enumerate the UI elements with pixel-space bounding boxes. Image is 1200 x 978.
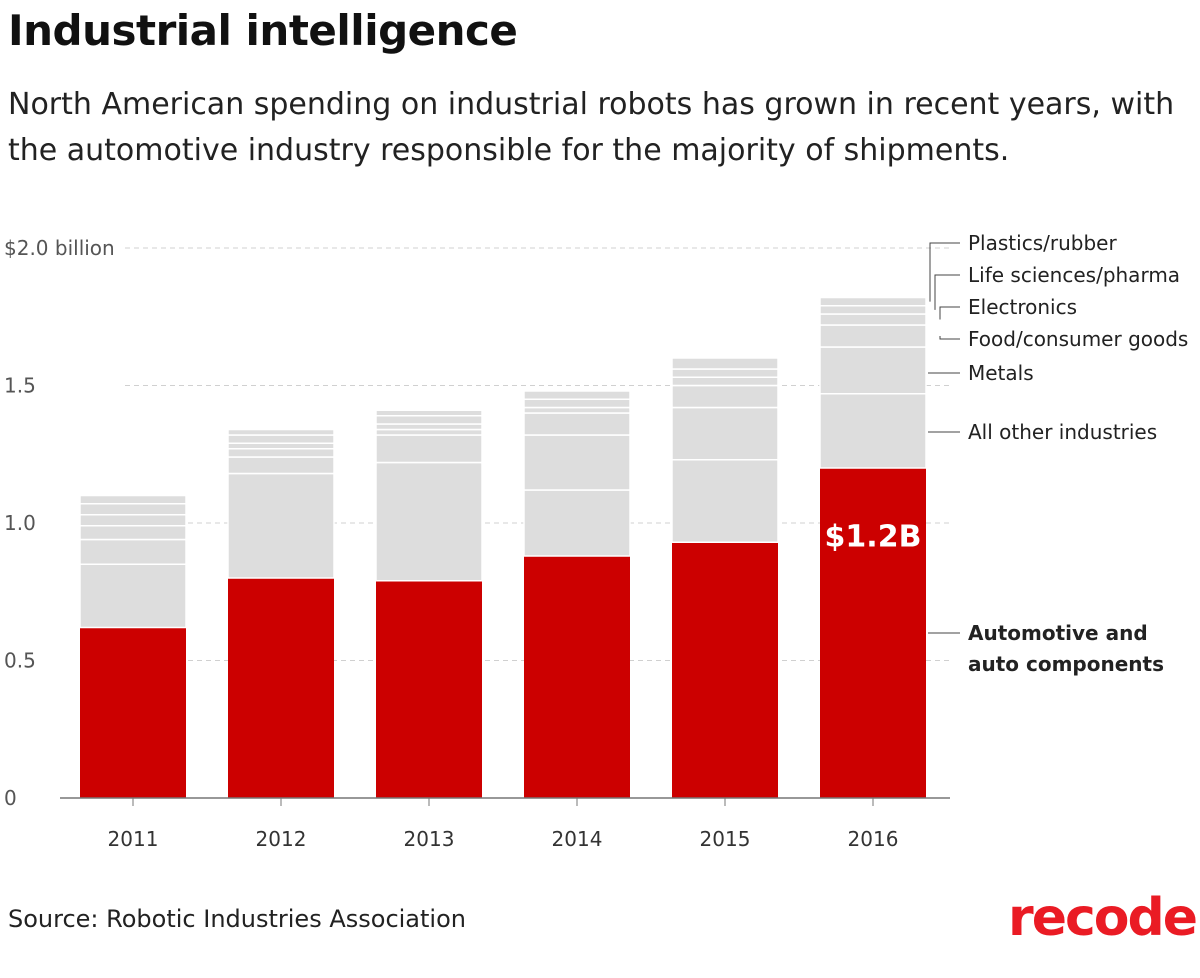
stacked-bar-chart: 0 0.5 1.0 1.5 $2.0 billion 2011 2012 2013 2014 20… (4, 231, 1188, 851)
bar-segment (819, 324, 927, 348)
legend-label: Life sciences/pharma (968, 263, 1180, 287)
legend-leader-line (939, 306, 960, 320)
bar-segment (524, 556, 630, 798)
legend-leader-line (929, 242, 960, 302)
bar-segment (671, 357, 779, 370)
bar-segment (80, 627, 186, 798)
bar-segment (227, 472, 335, 579)
bar-segment (227, 428, 335, 436)
bar-segment (672, 542, 778, 798)
chart-title: Industrial intelligence (8, 6, 518, 55)
bar-segment (819, 305, 927, 315)
bar-segment (375, 415, 483, 425)
bar-segment (227, 434, 335, 444)
legend-leader-line (939, 336, 960, 340)
bar-segment (227, 456, 335, 475)
bar-segment (375, 461, 483, 582)
x-tick-label: 2016 (848, 827, 899, 851)
legend-label: Food/consumer goods (968, 327, 1188, 351)
y-tick-label: 1.5 (4, 374, 36, 398)
bar-segment (79, 538, 187, 565)
bar-segment (523, 398, 631, 409)
bar-segment (227, 448, 335, 458)
y-tick-label: $2.0 billion (4, 236, 115, 260)
legend-label: Electronics (968, 295, 1077, 319)
bar-segment (819, 313, 927, 326)
bar-segment (375, 428, 483, 436)
bar-segment (79, 525, 187, 541)
recode-logo: recode (1008, 888, 1198, 948)
legend-leader-line (934, 274, 960, 310)
bar-segment (375, 409, 483, 417)
bar-segment (228, 578, 334, 798)
x-tick-label: 2015 (700, 827, 751, 851)
bar-segment (79, 514, 187, 527)
bar-segment (671, 376, 779, 387)
x-tick-label: 2013 (404, 827, 455, 851)
y-tick-label: 0 (4, 786, 17, 810)
bar-segment (819, 346, 927, 395)
x-tick-label: 2011 (108, 827, 159, 851)
bar-segment (79, 494, 187, 505)
legend-label: Automotive and (968, 621, 1148, 645)
data-label-total: $1.2B (825, 519, 922, 554)
bar-segment (376, 580, 482, 798)
bar-segment (375, 423, 483, 431)
bar-segment (523, 434, 631, 491)
bar-segment (671, 406, 779, 461)
legend-label: auto components (968, 652, 1164, 676)
bar-segment (227, 442, 335, 450)
legend-label: All other industries (968, 420, 1157, 444)
x-tick-label: 2014 (552, 827, 603, 851)
bar-segment (523, 412, 631, 436)
bar-segment (671, 384, 779, 409)
bar-segment (671, 459, 779, 543)
x-tick-label: 2012 (256, 827, 307, 851)
bar-segment (523, 406, 631, 414)
bar-segment (819, 296, 927, 307)
bar-segment (375, 434, 483, 464)
bar-segment (523, 489, 631, 557)
bar-segment (79, 503, 187, 516)
legend-label: Metals (968, 361, 1034, 385)
bar-segment (671, 368, 779, 378)
chart-subtitle: North American spending on industrial ro… (8, 87, 1175, 168)
y-tick-label: 0.5 (4, 649, 36, 673)
legend-label: Plastics/rubber (968, 231, 1117, 255)
bar-segment (79, 563, 187, 629)
bar-segment (820, 468, 926, 798)
bar-segment (523, 390, 631, 400)
y-tick-label: 1.0 (4, 511, 36, 535)
bar-segment (819, 393, 927, 469)
source-note: Source: Robotic Industries Association (8, 905, 466, 933)
